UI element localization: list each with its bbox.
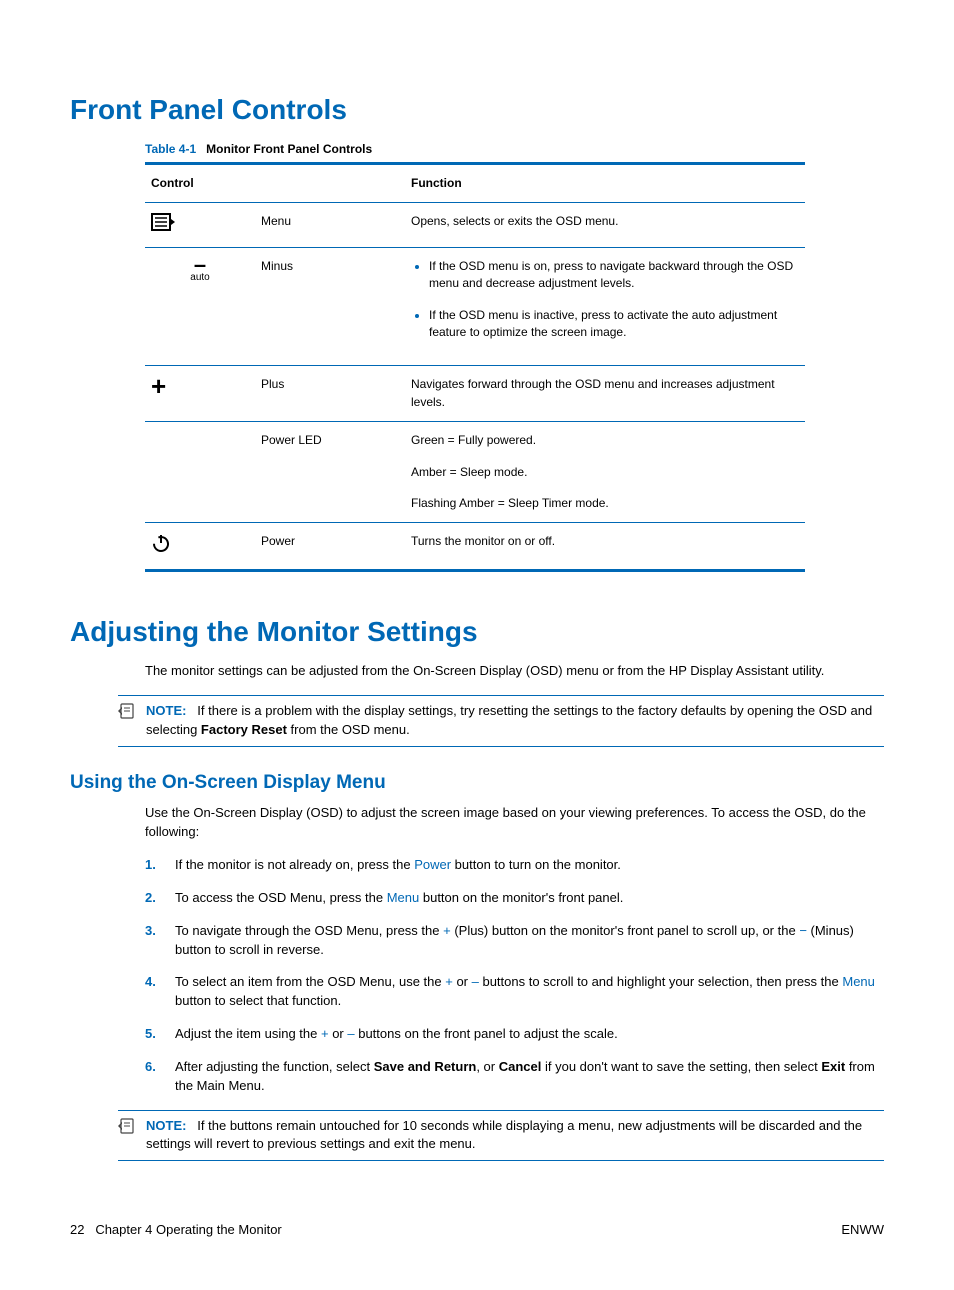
table-row: + Plus Navigates forward through the OSD…	[145, 366, 805, 422]
menu-icon	[151, 213, 175, 236]
plus-icon: +	[151, 376, 166, 397]
function-line: Green = Fully powered.	[411, 432, 799, 449]
page-footer: 22 Chapter 4 Operating the Monitor ENWW	[70, 1221, 884, 1240]
control-name: Minus	[255, 247, 405, 366]
page-number: 22	[70, 1222, 84, 1237]
note-label: NOTE:	[146, 703, 186, 718]
table-row: Power LED Green = Fully powered. Amber =…	[145, 422, 805, 523]
step-item: 1. If the monitor is not already on, pre…	[145, 856, 884, 875]
function-line: Flashing Amber = Sleep Timer mode.	[411, 495, 799, 512]
step-item: 2. To access the OSD Menu, press the Men…	[145, 889, 884, 908]
control-name: Power	[255, 523, 405, 570]
note-body: NOTE: If the buttons remain untouched fo…	[146, 1117, 884, 1155]
function-bullet: If the OSD menu is on, press to navigate…	[429, 258, 799, 293]
control-name: Power LED	[255, 422, 405, 523]
table-caption-label: Table 4-1	[145, 142, 196, 156]
step-item: 4. To select an item from the OSD Menu, …	[145, 973, 884, 1011]
control-function: Green = Fully powered. Amber = Sleep mod…	[405, 422, 805, 523]
footer-right: ENWW	[841, 1221, 884, 1240]
step-item: 5. Adjust the item using the + or – butt…	[145, 1025, 884, 1044]
table-row: Power Turns the monitor on or off.	[145, 523, 805, 570]
control-function: If the OSD menu is on, press to navigate…	[405, 247, 805, 366]
subsection-heading-osd: Using the On-Screen Display Menu	[70, 769, 884, 797]
osd-intro-text: Use the On-Screen Display (OSD) to adjus…	[145, 804, 884, 842]
function-line: Amber = Sleep mode.	[411, 464, 799, 481]
section-heading-front-panel: Front Panel Controls	[70, 90, 884, 131]
note-icon	[118, 702, 138, 726]
table-row: – auto Minus If the OSD menu is on, pres…	[145, 247, 805, 366]
note-body: NOTE: If there is a problem with the dis…	[146, 702, 884, 740]
power-icon	[151, 533, 171, 558]
control-function: Navigates forward through the OSD menu a…	[405, 366, 805, 422]
adjust-intro-text: The monitor settings can be adjusted fro…	[145, 662, 884, 681]
col-header-control: Control	[145, 163, 405, 202]
step-item: 6. After adjusting the function, select …	[145, 1058, 884, 1096]
note-label: NOTE:	[146, 1118, 186, 1133]
control-function: Opens, selects or exits the OSD menu.	[405, 203, 805, 247]
control-name: Menu	[255, 203, 405, 247]
control-function: Turns the monitor on or off.	[405, 523, 805, 570]
table-caption-title: Monitor Front Panel Controls	[206, 142, 372, 156]
step-item: 3. To navigate through the OSD Menu, pre…	[145, 922, 884, 960]
controls-table: Control Function Menu Opens, selects or …	[145, 162, 805, 572]
note-block: NOTE: If the buttons remain untouched fo…	[118, 1110, 884, 1162]
control-name: Plus	[255, 366, 405, 422]
note-icon	[118, 1117, 138, 1141]
table-caption: Table 4-1 Monitor Front Panel Controls	[145, 141, 884, 158]
col-header-function: Function	[405, 163, 805, 202]
steps-list: 1. If the monitor is not already on, pre…	[145, 856, 884, 1096]
table-row: Menu Opens, selects or exits the OSD men…	[145, 203, 805, 247]
note-block: NOTE: If there is a problem with the dis…	[118, 695, 884, 747]
chapter-label: Chapter 4 Operating the Monitor	[95, 1222, 281, 1237]
minus-auto-icon: – auto	[190, 258, 209, 286]
function-bullet: If the OSD menu is inactive, press to ac…	[429, 307, 799, 342]
section-heading-adjusting: Adjusting the Monitor Settings	[70, 612, 884, 653]
